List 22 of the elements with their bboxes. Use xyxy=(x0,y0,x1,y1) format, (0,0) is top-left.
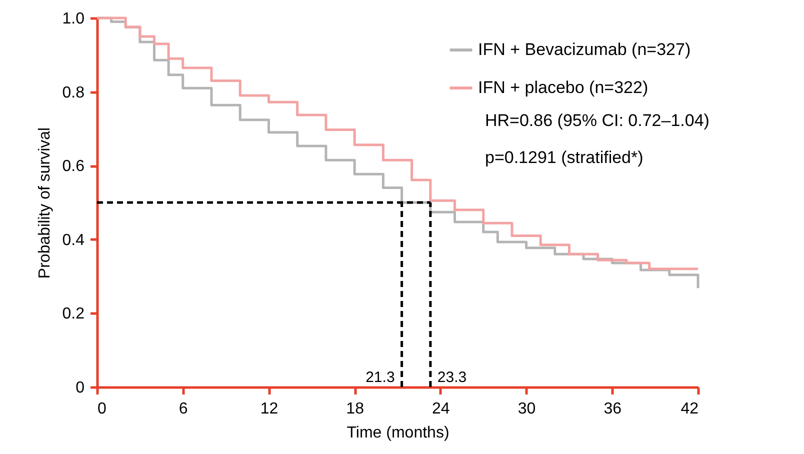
ref-line-label: 21.3 xyxy=(366,369,395,386)
annotation: HR=0.86 (95% CI: 0.72–1.04) xyxy=(485,111,710,130)
y-axis-title: Probability of survival xyxy=(36,127,54,279)
annotation: p=0.1291 (stratified*) xyxy=(485,148,644,167)
y-tick-label: 0.4 xyxy=(62,232,85,249)
x-tick-label: 36 xyxy=(604,400,622,418)
y-tick-label: 0.8 xyxy=(62,84,85,102)
legend-label: IFN + placebo (n=322) xyxy=(478,78,648,97)
x-tick-label: 18 xyxy=(346,400,364,418)
y-tick-label: 1.0 xyxy=(62,10,85,28)
y-tick-label: 0 xyxy=(76,380,85,396)
ref-line-label: 23.3 xyxy=(437,369,467,386)
y-tick-label: 0.6 xyxy=(62,158,85,176)
x-tick-label: 24 xyxy=(432,400,450,418)
x-axis-title: Time (months) xyxy=(346,424,450,442)
legend-label: IFN + Bevacizumab (n=327) xyxy=(478,40,691,59)
x-tick-label: 42 xyxy=(680,400,699,418)
x-tick-label: 12 xyxy=(260,400,278,418)
x-tick-label: 6 xyxy=(178,400,188,418)
y-tick-label: 0.2 xyxy=(62,306,85,323)
x-tick-label: 30 xyxy=(518,400,536,418)
x-tick-label: 0 xyxy=(98,400,106,418)
